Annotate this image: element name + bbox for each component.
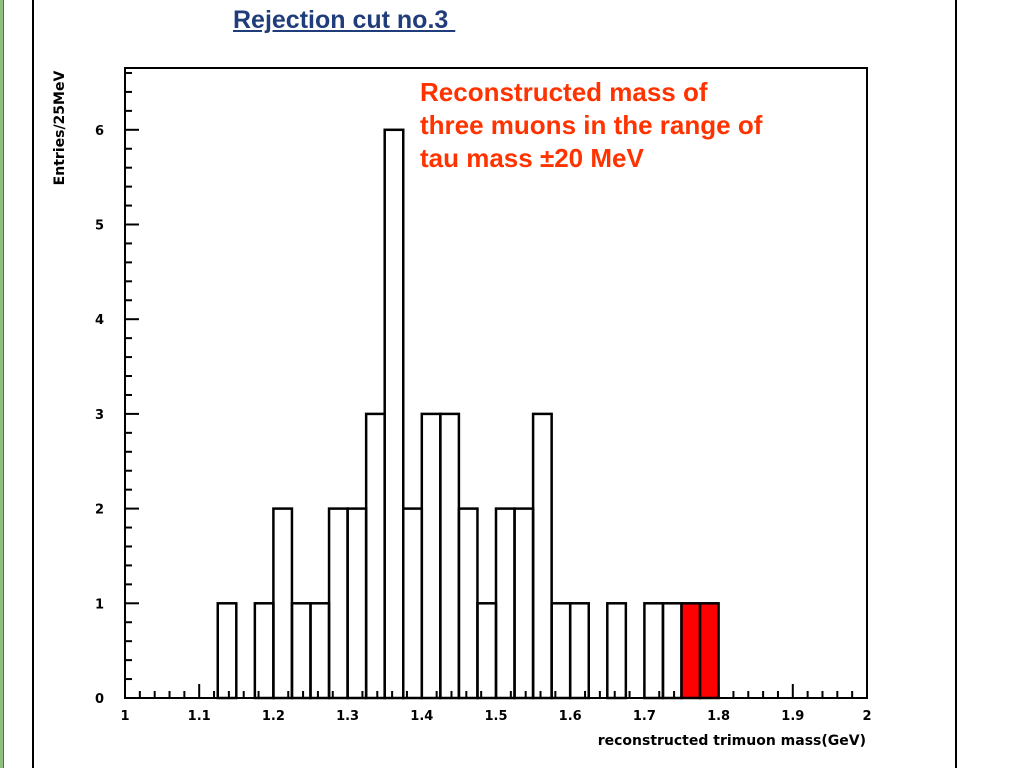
x-tick-label: 1.7 [633, 709, 656, 724]
histogram-bin [568, 602, 591, 700]
x-tick-label: 1.6 [559, 709, 582, 724]
histogram-bin [531, 412, 553, 700]
histogram-bin [606, 602, 628, 700]
histogram-bin [643, 602, 665, 700]
annotation-line: Reconstructed mass of [420, 77, 708, 107]
annotation-text: Reconstructed mass of three muons in the… [420, 76, 880, 175]
histogram-bin [402, 507, 424, 700]
y-tick-label: 2 [95, 503, 104, 518]
y-tick-label: 5 [95, 219, 104, 234]
x-tick-label: 1.5 [484, 709, 507, 724]
histogram-bin [290, 602, 312, 700]
y-tick-label: 1 [95, 597, 104, 612]
histogram-bin-highlighted [698, 602, 720, 700]
histogram-bin [383, 128, 405, 700]
y-tick-label: 6 [95, 124, 104, 139]
y-tick-label: 0 [95, 692, 104, 707]
histogram-bin [550, 602, 572, 700]
slide-title: Rejection cut no.3 [233, 6, 456, 34]
x-axis-title: reconstructed trimuon mass(GeV) [598, 733, 866, 749]
x-tick-label: 1.3 [336, 709, 359, 724]
histogram-bin [309, 602, 331, 700]
histogram-bin [253, 602, 275, 700]
x-tick-label: 1 [120, 709, 129, 724]
x-tick-label: 1.8 [707, 709, 730, 724]
x-tick-label: 1.4 [410, 709, 433, 724]
histogram-bin [346, 507, 368, 700]
y-axis-title: Entries/25MeV [52, 71, 68, 186]
histogram-bin [457, 507, 479, 700]
histogram-bin [420, 412, 442, 700]
y-tick-label: 4 [95, 313, 104, 328]
annotation-line: three muons in the range of [420, 110, 763, 140]
x-tick-label: 1.9 [781, 709, 804, 724]
x-tick-label: 1.2 [262, 709, 285, 724]
histogram-bin-highlighted [680, 602, 702, 700]
histogram-bin [272, 507, 294, 700]
slide-frame-left [32, 0, 34, 768]
histogram-bin [216, 602, 238, 700]
x-tick-label: 1.1 [188, 709, 211, 724]
slide-left-accent [0, 0, 4, 768]
histogram-bin [364, 412, 386, 700]
histogram-bin [661, 602, 683, 700]
y-tick-label: 3 [95, 408, 104, 423]
histogram-bin [494, 507, 516, 700]
histogram-bin [327, 507, 349, 700]
histogram-bin [439, 412, 461, 700]
x-tick-label: 2 [862, 709, 871, 724]
annotation-line: tau mass ±20 MeV [420, 143, 644, 173]
slide-frame-right [955, 0, 957, 768]
histogram-bin [476, 602, 498, 700]
histogram-bin [513, 507, 535, 700]
